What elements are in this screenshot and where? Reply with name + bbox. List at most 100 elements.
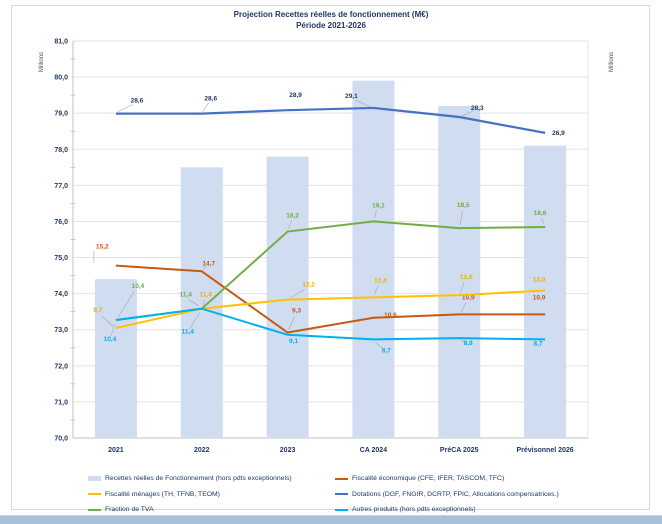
x-axis-label: 2023	[280, 447, 296, 454]
y-axis-tick-label: 71,0	[54, 399, 68, 406]
label-leader-line	[460, 302, 467, 313]
label-leader-line	[110, 323, 116, 337]
legend-item-autres: Autres produits (hors pdts exceptionnels…	[335, 506, 588, 513]
data-label-menages: 12,4	[374, 277, 387, 284]
data-label-eco: 14,7	[202, 260, 215, 267]
data-label-autres: 9,1	[289, 338, 298, 345]
legend-swatch-autres	[335, 508, 348, 511]
y-axis-tick-label: 74,0	[54, 291, 68, 298]
legend-item-dotations: Dotations (DGF, FNGIR, DCRTP, FPIC, Allo…	[335, 491, 588, 498]
data-label-menages: 13,0	[533, 277, 546, 284]
data-label-menages: 9,7	[93, 307, 102, 314]
data-label-menages: 12,2	[302, 282, 315, 289]
label-leader-line	[117, 104, 134, 112]
legend: Recettes réelles de Fonctionnement (hors…	[88, 471, 588, 518]
legend-label-dotations: Dotations (DGF, FNGIR, DCRTP, FPIC, Allo…	[352, 490, 559, 498]
label-leader-line	[288, 220, 292, 229]
legend-swatch-dotations	[335, 493, 348, 496]
data-label-eco: 9,3	[292, 308, 301, 315]
bar-PréCA 2025	[438, 105, 481, 439]
data-label-autres: 8,7	[382, 347, 391, 354]
label-leader-line	[202, 299, 206, 306]
label-leader-line	[202, 102, 209, 112]
y-axis-tick-label: 76,0	[54, 219, 68, 226]
y-axis-tick-label: 75,0	[54, 255, 68, 262]
y-axis-tick-label: 78,0	[54, 147, 68, 154]
right-axis-title: Millions	[609, 52, 615, 72]
label-leader-line	[540, 217, 545, 225]
legend-swatch-rrf	[88, 476, 101, 482]
label-leader-line	[202, 266, 207, 270]
label-leader-line	[459, 281, 465, 294]
x-axis-label: 2022	[194, 447, 210, 454]
label-leader-line	[288, 316, 295, 330]
data-label-eco: 10,9	[462, 294, 475, 301]
data-label-tva: 18,5	[457, 202, 470, 209]
line-autres	[115, 307, 546, 341]
legend-swatch-menages	[88, 493, 101, 496]
data-label-autres: 8,7	[534, 340, 543, 347]
label-leader-line	[189, 312, 201, 329]
legend-item-eco: Fiscalité économique (CFE, IFER, TASCOM,…	[335, 475, 588, 482]
y-axis-tick-label: 80,0	[54, 75, 68, 82]
label-leader-line	[374, 210, 377, 219]
data-label-tva: 18,2	[286, 213, 299, 220]
data-label-dotations: 28,6	[204, 96, 217, 103]
data-label-menages: 12,6	[460, 274, 473, 281]
x-axis-label: Prévisonnel 2026	[516, 447, 573, 454]
label-leader-line	[117, 291, 135, 318]
bar-2021	[94, 279, 137, 438]
legend-item-tva: Fraction de TVA	[88, 506, 335, 513]
legend-item-rrf: Recettes réelles de Fonctionnement (hors…	[88, 475, 335, 482]
legend-label-eco: Fiscalité économique (CFE, IFER, TASCOM,…	[352, 475, 505, 483]
chart-subtitle: Période 2021-2026	[296, 21, 366, 30]
y-axis-tick-label: 72,0	[54, 363, 68, 370]
legend-label-tva: Fraction de TVA	[105, 506, 154, 514]
label-leader-line	[459, 211, 463, 226]
data-label-eco: 15,2	[96, 244, 109, 251]
y-axis-tick-label: 70,0	[54, 436, 68, 443]
data-label-autres: 11,4	[182, 329, 195, 336]
label-leader-line	[375, 342, 384, 350]
x-axis-label: CA 2024	[360, 447, 387, 454]
data-label-dotations: 28,9	[289, 92, 302, 99]
y-axis-tick-label: 81,0	[54, 39, 68, 46]
data-label-menages: 11,4	[200, 292, 213, 299]
chart-title: Projection Recettes réelles de fonctionn…	[233, 10, 429, 19]
chart-header: Projection Recettes réelles de fonctionn…	[0, 9, 662, 31]
label-leader-line	[461, 339, 467, 344]
data-label-eco: 10,6	[384, 312, 397, 319]
data-label-dotations: 28,3	[471, 105, 484, 112]
legend-swatch-tva	[88, 508, 101, 511]
line-eco	[115, 264, 546, 334]
label-leader-line	[355, 99, 371, 108]
line-menages	[115, 289, 546, 329]
data-label-dotations: 26,9	[552, 130, 565, 137]
y-axis-tick-label: 79,0	[54, 111, 68, 118]
data-label-autres: 10,4	[104, 336, 117, 343]
label-leader-line	[290, 289, 305, 298]
legend-swatch-eco	[335, 477, 348, 480]
data-label-autres: 8,8	[464, 340, 473, 347]
label-leader-line	[188, 299, 199, 306]
label-leader-line	[462, 110, 474, 117]
left-axis-title: Millions	[39, 52, 45, 72]
data-label-dotations: 28,6	[131, 98, 144, 105]
label-leader-line	[101, 315, 114, 327]
data-label-tva: 19,1	[372, 202, 385, 209]
y-axis-tick-label: 73,0	[54, 327, 68, 334]
legend-label-menages: Fiscalité ménages (TH, TFNB, TEOM)	[105, 490, 220, 498]
legend-item-menages: Fiscalité ménages (TH, TFNB, TEOM)	[88, 491, 335, 498]
window-bottom-edge	[0, 515, 662, 524]
bar-2022	[180, 167, 223, 438]
bar-CA 2024	[352, 80, 395, 438]
legend-label-rrf: Recettes réelles de Fonctionnement (hors…	[105, 475, 292, 483]
x-axis-label: PréCA 2025	[440, 447, 479, 454]
data-label-eco: 10,9	[533, 294, 546, 301]
data-label-tva: 18,6	[534, 210, 547, 217]
y-axis-tick-label: 77,0	[54, 183, 68, 190]
line-dotations	[115, 106, 546, 134]
x-axis-label: 2021	[108, 447, 124, 454]
data-label-dotations: 29,1	[345, 93, 358, 100]
